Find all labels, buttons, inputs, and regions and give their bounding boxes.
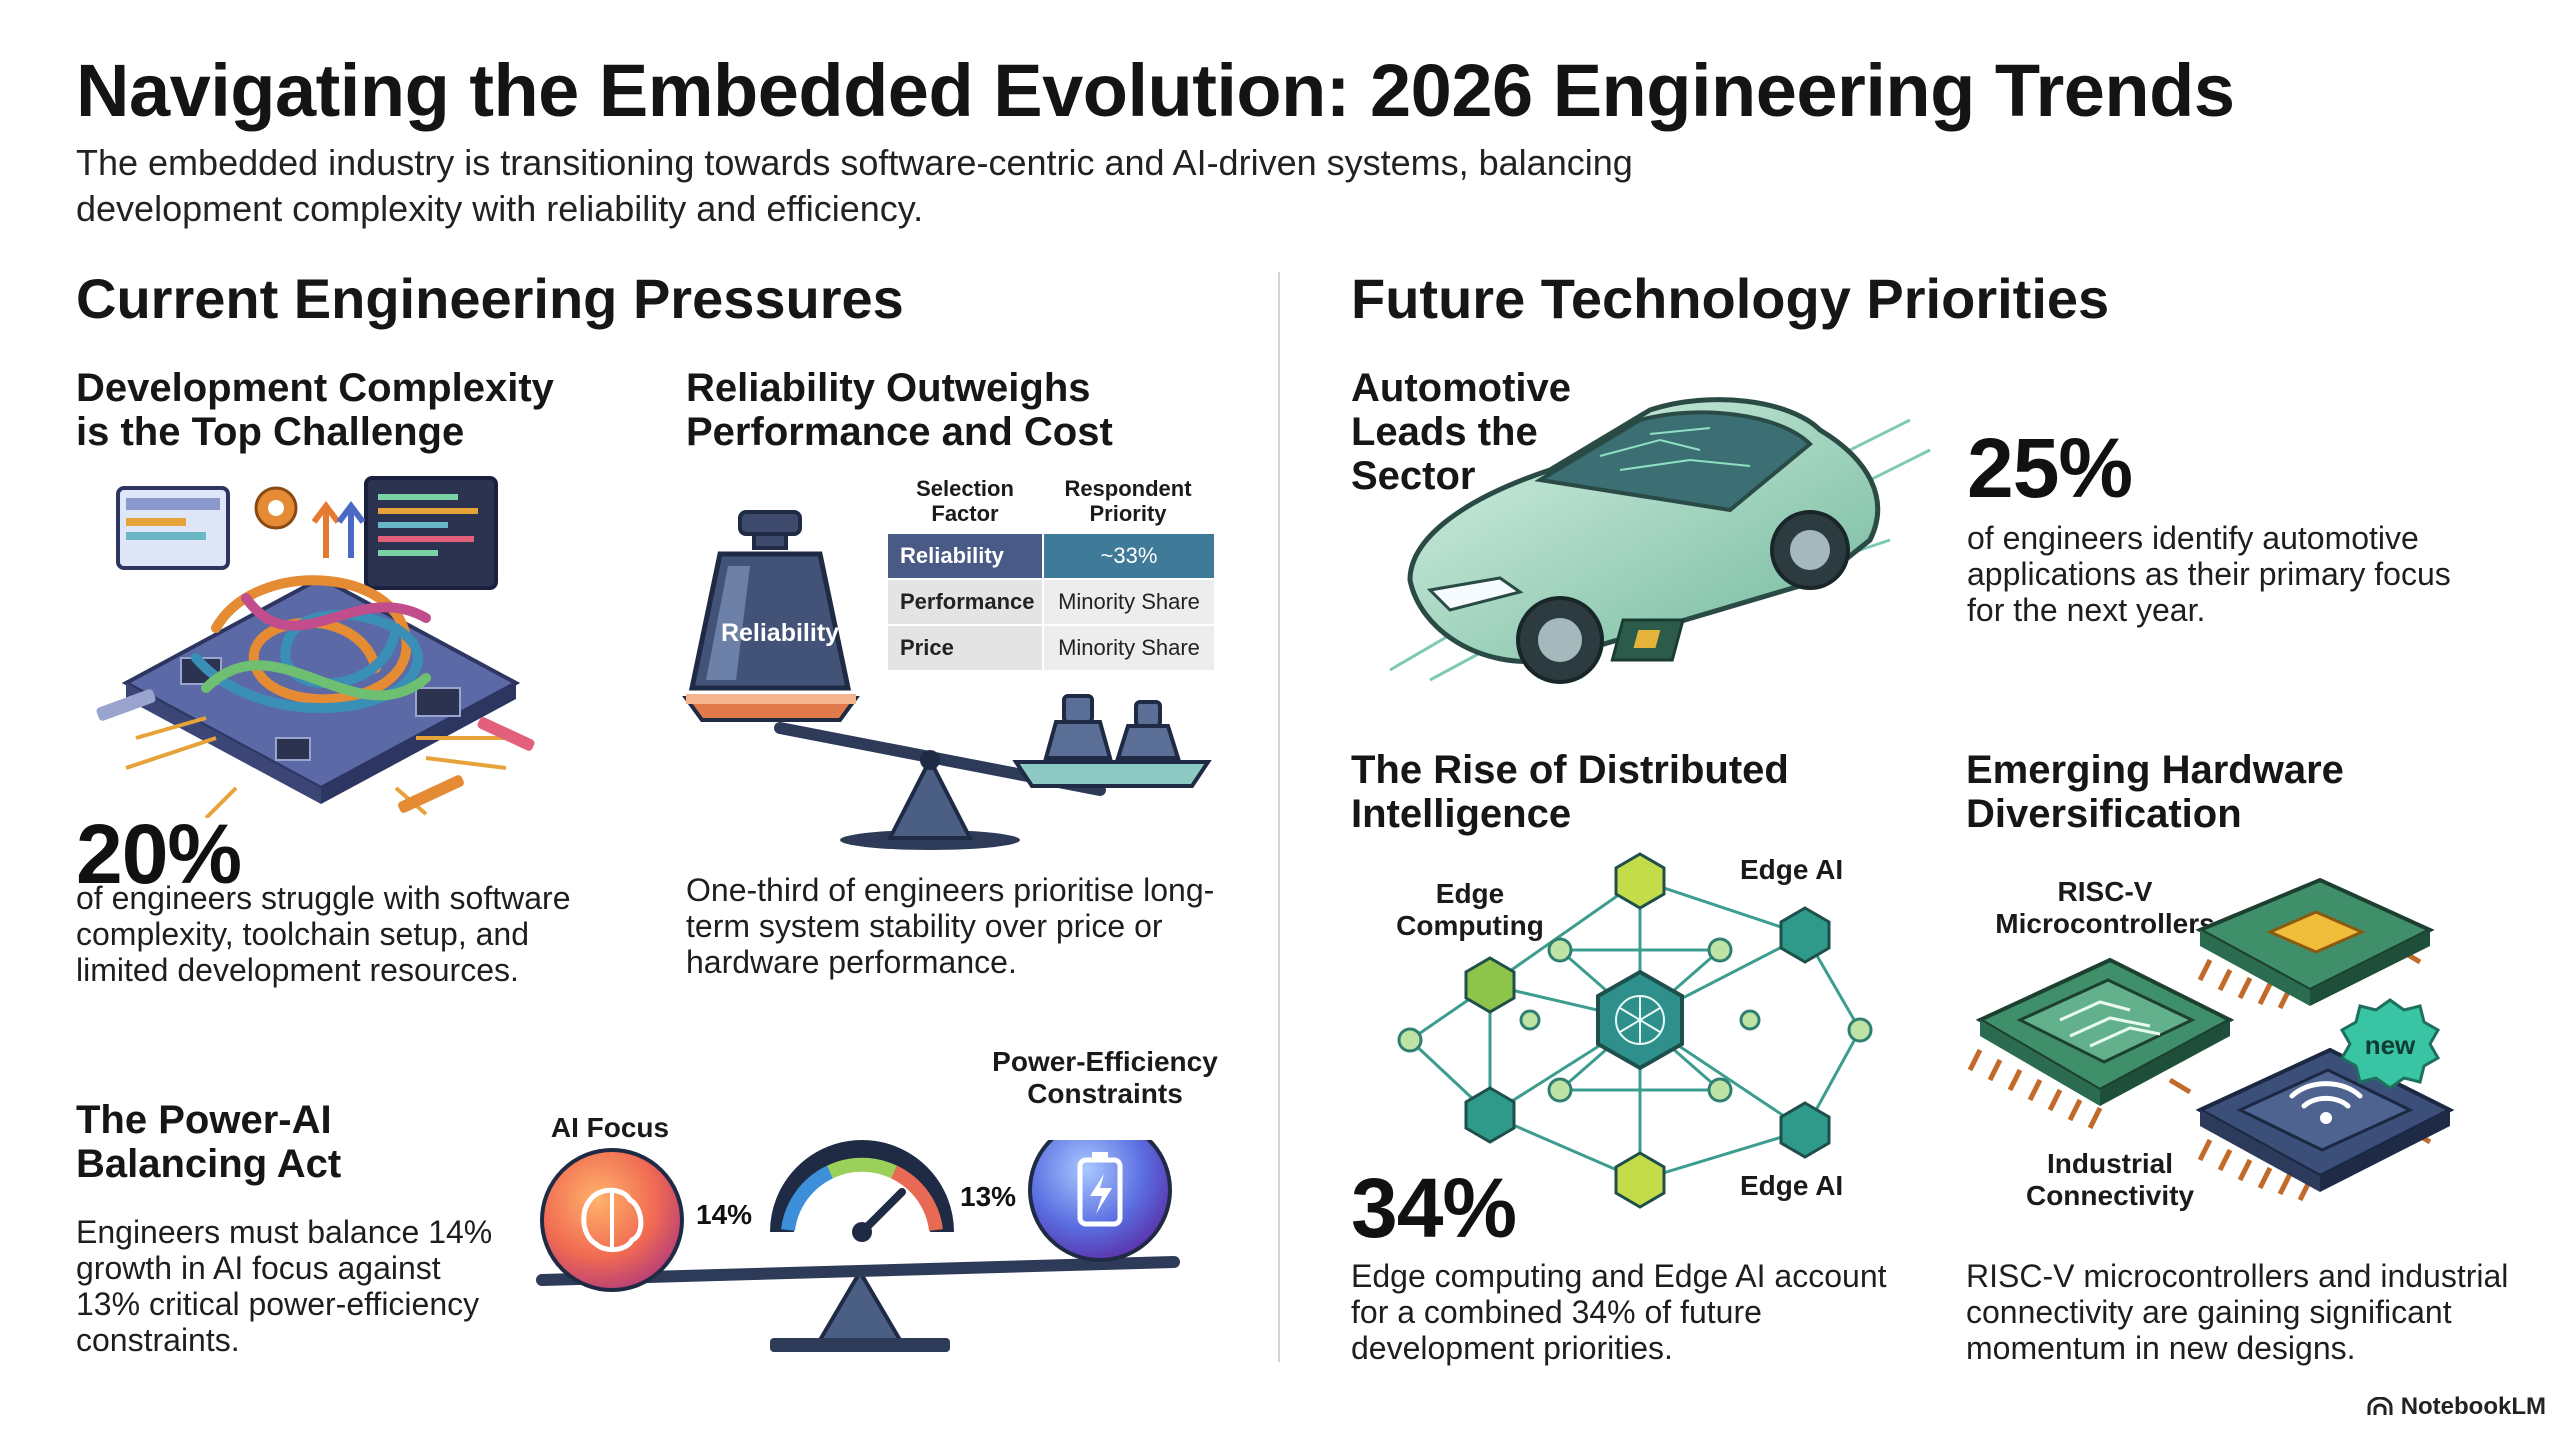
ai-focus-label: AI Focus [550,1112,670,1143]
power-ai-balance-illustration: 14% 13% [536,1140,1180,1352]
complexity-stat: 20% [76,807,242,901]
distributed-description: Edge computing and Edge AI account for a… [1351,1258,1887,1366]
reliability-description: One-third of engineers prioritise long-t… [686,872,1215,980]
reliability-scale-illustration: Reliability [682,510,1212,850]
section-heading-current-pressures: Current Engineering Pressures [76,267,904,330]
table-cell-factor: Performance [888,580,1042,624]
power-ai-description: Engineers must balance 14% growth in AI … [76,1214,493,1358]
power-ai-title: The Power-AI Balancing Act [76,1098,342,1186]
distributed-network-illustration [1397,852,1873,1209]
riscv-label: RISC-V Microcontrollers [1995,876,2215,939]
edge-computing-label: Edge Computing [1396,878,1544,941]
automotive-stat: 25% [1967,421,2133,515]
footer-brand-text: NotebookLM [2400,1393,2546,1420]
footer-brand: NotebookLM [2367,1393,2546,1421]
hardware-description: RISC-V microcontrollers and industrial c… [1966,1258,2509,1366]
power-efficiency-label: Power-Efficiency Constraints [992,1046,1218,1109]
table-cell-factor: Reliability [888,534,1042,578]
priority-table: Selection Factor Respondent Priority Rel… [888,476,1214,672]
automotive-title: Automotive Leads the Sector [1351,366,1571,498]
complexity-title: Development Complexity is the Top Challe… [76,366,554,454]
industrial-label: Industrial Connectivity [2025,1148,2195,1211]
distributed-stat: 34% [1351,1161,1517,1255]
priority-table-header: Selection Factor Respondent Priority [888,476,1214,526]
table-row: Price Minority Share [888,626,1214,670]
tangled-circuit-illustration [96,476,535,818]
hardware-chips-illustration: new [1967,877,2455,1202]
table-row: Reliability ~33% [888,534,1214,578]
column-divider [1278,272,1280,1362]
complexity-description: of engineers struggle with software comp… [76,880,571,988]
distributed-title: The Rise of Distributed Intelligence [1351,748,1789,836]
hardware-title: Emerging Hardware Diversification [1966,748,2344,836]
table-header-factor: Selection Factor [916,476,1014,526]
reliability-title: Reliability Outweighs Performance and Co… [686,366,1113,454]
reliability-weight-label: Reliability [721,619,839,647]
table-cell-priority: ~33% [1042,534,1214,578]
table-cell-priority: Minority Share [1042,626,1214,670]
section-heading-future-priorities: Future Technology Priorities [1351,267,2110,330]
edge-ai-label-bottom: Edge AI [1740,1170,1844,1201]
notebooklm-logo-icon [2367,1397,2393,1415]
edge-ai-label-top: Edge AI [1740,854,1844,885]
automotive-description: of engineers identify automotive applica… [1967,520,2451,628]
page-subtitle: The embedded industry is transitioning t… [76,142,1633,229]
table-cell-factor: Price [888,626,1042,670]
new-badge: new [2365,1030,2416,1060]
ai-focus-value: 14% [696,1199,752,1230]
table-header-priority: Respondent Priority [1064,476,1192,526]
table-row: Performance Minority Share [888,580,1214,624]
page-title: Navigating the Embedded Evolution: 2026 … [76,49,2235,132]
power-efficiency-value: 13% [960,1181,1016,1212]
table-cell-priority: Minority Share [1042,580,1214,624]
automotive-car-illustration [1389,397,1931,684]
